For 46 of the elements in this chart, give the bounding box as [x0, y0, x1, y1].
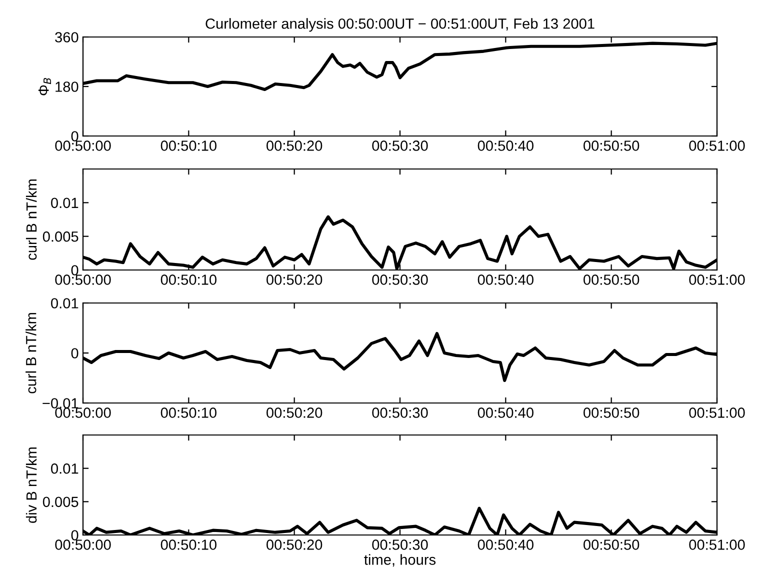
x-tick-label: 00:50:40	[478, 140, 534, 151]
y-tick-label: 0	[71, 131, 78, 142]
y-axis-title: curl B nT/km	[26, 180, 37, 260]
y-tick-label: 0	[71, 265, 78, 276]
x-tick-label: 00:50:40	[478, 540, 534, 550]
y-tick-label: −0.01	[42, 398, 78, 408]
y-axis-title: curl B nT/km	[26, 313, 36, 394]
y-axis-title: Φ$_{B}$	[38, 78, 51, 96]
y-tick-label: 360	[55, 32, 78, 42]
x-tick-label: 00:50:10	[160, 140, 216, 151]
x-tick-label: 00:50:10	[160, 274, 216, 285]
x-tick-label: 00:51:00	[689, 140, 745, 151]
x-tick-label: 00:50:10	[160, 408, 216, 418]
x-tick-label: 00:50:10	[160, 540, 216, 550]
x-tick-label: 00:50:50	[584, 408, 640, 418]
chart-title: Curlometer analysis 00:50:00UT − 00:51:00UT, Feb 13 2001	[206, 18, 594, 32]
x-tick-label: 00:50:20	[266, 274, 322, 285]
y-tick-label: 180	[56, 82, 78, 92]
x-tick-label: 00:50:40	[478, 274, 534, 285]
y-tick-label: 0	[71, 348, 78, 358]
x-tick-label: 00:50:50	[584, 274, 640, 285]
x-tick-label: 00:50:20	[266, 540, 322, 550]
y-tick-label: 0.01	[51, 298, 78, 308]
x-tick-label: 00:50:30	[372, 540, 428, 550]
x-tick-label: 00:50:50	[584, 140, 640, 151]
x-tick-label: 00:50:50	[584, 540, 640, 550]
x-tick-label: 00:50:30	[372, 140, 428, 151]
x-tick-label: 00:50:30	[372, 274, 428, 285]
y-tick-label: 0.01	[51, 198, 78, 208]
y-tick-label: 0.005	[42, 496, 78, 508]
x-tick-label: 00:50:00	[55, 408, 111, 418]
x-tick-label: 00:50:00	[55, 274, 111, 285]
x-tick-label: 00:50:00	[55, 540, 111, 550]
x-tick-label: 00:50:20	[266, 408, 322, 418]
y-tick-label: 0.005	[42, 231, 78, 242]
y-tick-label: 0.01	[51, 463, 78, 474]
y-tick-label: 0	[71, 530, 78, 540]
x-tick-label: 00:50:20	[266, 140, 322, 151]
x-tick-label: 00:51:00	[689, 274, 745, 285]
x-tick-label: 00:50:40	[478, 408, 534, 418]
x-tick-label: 00:51:00	[689, 408, 745, 418]
x-tick-label: 00:50:00	[55, 140, 111, 151]
x-axis-title: time, hours	[364, 554, 436, 567]
y-axis-title: div B nT/km	[26, 447, 37, 523]
x-tick-label: 00:50:30	[372, 408, 428, 418]
x-tick-label: 00:51:00	[689, 540, 745, 550]
